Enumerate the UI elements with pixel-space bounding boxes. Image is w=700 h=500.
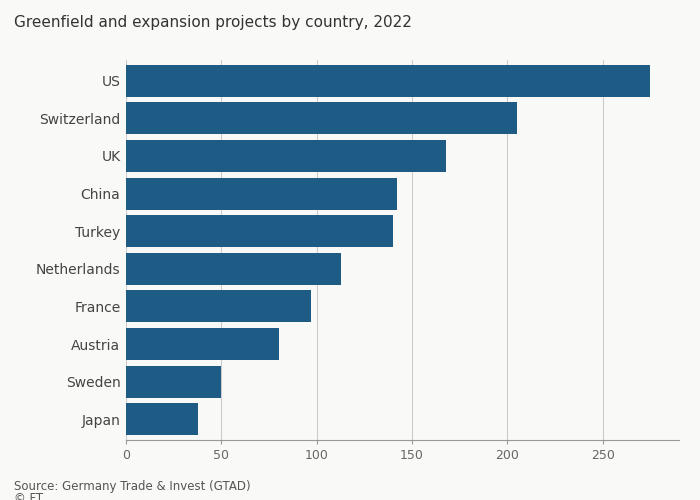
Text: Source: Germany Trade & Invest (GTAD): Source: Germany Trade & Invest (GTAD) [14,480,251,493]
Bar [126,404,199,436]
Bar [126,215,393,247]
Bar [126,290,311,322]
Bar [126,178,397,210]
Text: Greenfield and expansion projects by country, 2022: Greenfield and expansion projects by cou… [14,15,412,30]
Bar [126,64,650,96]
Bar [126,102,517,134]
Bar [126,140,447,172]
Bar [126,328,279,360]
Bar [126,253,342,285]
Text: © FT: © FT [14,492,43,500]
Bar [126,366,221,398]
